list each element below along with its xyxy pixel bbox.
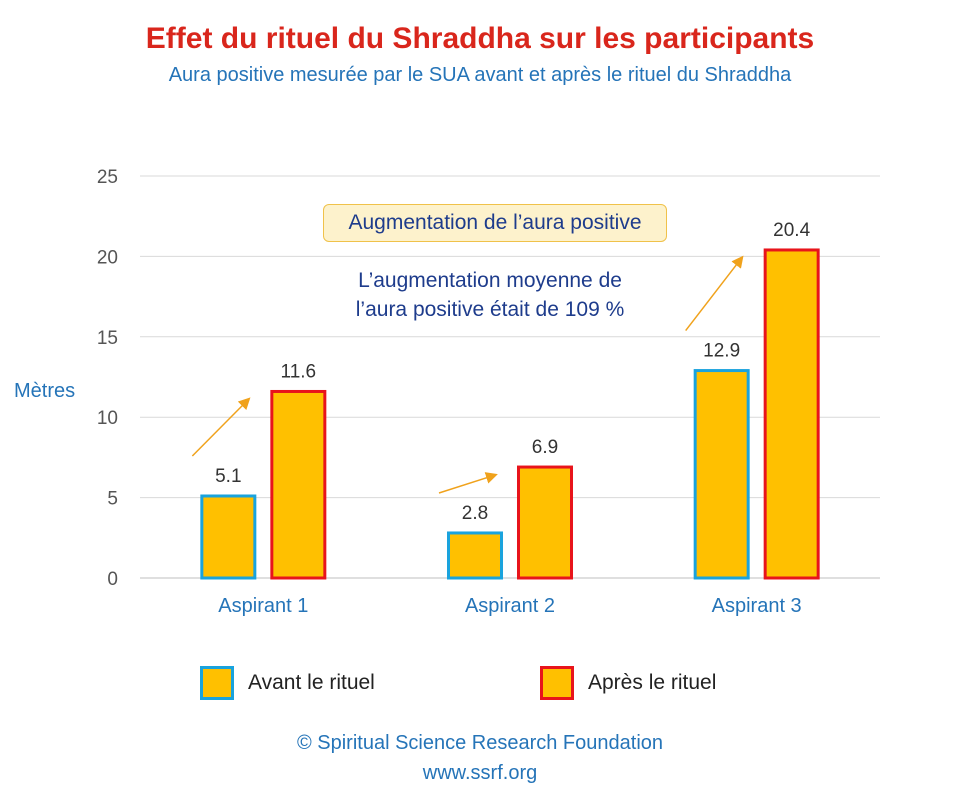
y-tick-label: 10 bbox=[97, 408, 118, 429]
bar bbox=[447, 531, 503, 580]
bar bbox=[270, 389, 327, 580]
increase-arrow bbox=[685, 255, 744, 332]
website-link[interactable]: www.ssrf.org bbox=[422, 762, 538, 784]
legend-label-before: Avant le rituel bbox=[248, 671, 375, 694]
data-label: 6.9 bbox=[532, 437, 558, 458]
data-label: 20.4 bbox=[773, 220, 810, 241]
legend-item-before: Avant le rituel bbox=[200, 666, 375, 700]
x-tick-label: Aspirant 1 bbox=[218, 595, 308, 617]
chart-subtitle: Aura positive mesurée par le SUA avant e… bbox=[168, 64, 792, 86]
y-axis-label: Mètres bbox=[14, 380, 76, 402]
annotation-box: Augmentation de l’aura positive bbox=[323, 204, 667, 242]
y-tick-label: 25 bbox=[97, 167, 118, 188]
legend-swatch-before bbox=[200, 666, 234, 700]
x-tick-label: Aspirant 3 bbox=[712, 595, 802, 617]
chart-title: Effet du rituel du Shraddha sur les part… bbox=[145, 22, 815, 55]
data-label: 11.6 bbox=[281, 361, 317, 382]
y-tick-label: 15 bbox=[97, 328, 118, 349]
legend-item-after: Après le rituel bbox=[540, 666, 716, 700]
y-tick-label: 0 bbox=[107, 569, 118, 590]
data-label: 12.9 bbox=[703, 341, 740, 362]
copyright-text: © Spiritual Science Research Foundation bbox=[296, 732, 664, 754]
x-tick-label: Aspirant 2 bbox=[465, 595, 555, 617]
bar bbox=[763, 248, 820, 580]
y-tick-label: 5 bbox=[107, 489, 118, 510]
bar bbox=[200, 494, 257, 580]
annotation-note-line1: L’augmentation moyenne de bbox=[358, 269, 622, 292]
legend-swatch-after bbox=[540, 666, 574, 700]
data-label: 2.8 bbox=[462, 503, 488, 524]
legend-label-after: Après le rituel bbox=[588, 671, 717, 694]
increase-arrow bbox=[438, 472, 498, 494]
bar bbox=[693, 369, 750, 580]
annotation-note-line2: l’aura positive était de 109 % bbox=[355, 298, 625, 321]
annotation-note: L’augmentation moyenne de l’aura positiv… bbox=[300, 266, 680, 324]
bar bbox=[517, 465, 573, 580]
y-tick-label: 20 bbox=[97, 247, 118, 268]
data-label: 5.1 bbox=[215, 466, 241, 487]
increase-arrow bbox=[191, 397, 251, 457]
